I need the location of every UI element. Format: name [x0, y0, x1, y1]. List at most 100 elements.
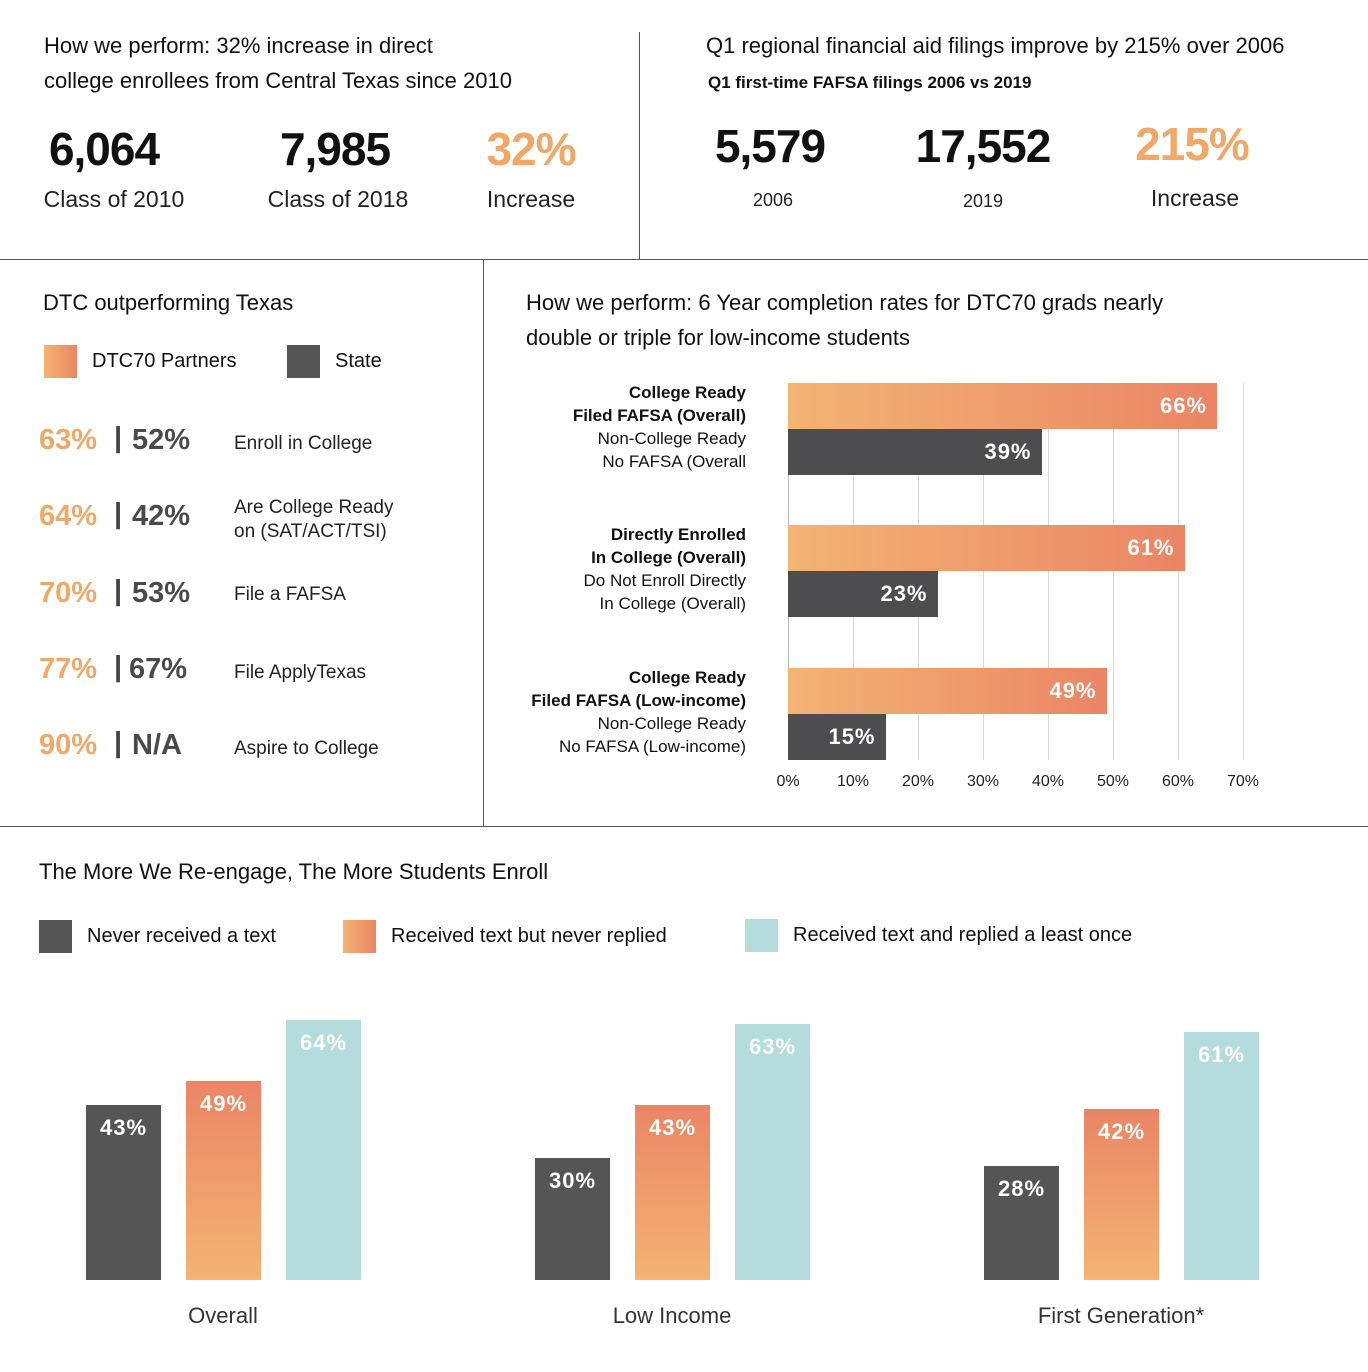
y-tick-label-line: Filed FAFSA (Low-income): [531, 691, 746, 710]
data-label: 23%: [880, 581, 928, 606]
data-label: 61%: [1127, 535, 1175, 560]
y-tick-label-line: No FAFSA (Low-income): [558, 737, 746, 756]
dtc-row-label-line-1: Are College Ready: [234, 497, 394, 518]
y-tick-label-line: In College (Overall): [599, 594, 746, 613]
bar: 49%: [186, 1081, 261, 1280]
bar: 64%: [286, 1020, 361, 1280]
x-tick-label: 20%: [901, 773, 935, 790]
x-tick-label: 10%: [836, 773, 870, 790]
y-tick-label-line: In College (Overall): [591, 548, 746, 567]
y-tick-label-line: Do Not Enroll Directly: [583, 571, 747, 590]
completion-heading-line-1: How we perform: 6 Year completion rates …: [526, 290, 1164, 315]
dtc-row-label: File a FAFSA: [234, 584, 346, 605]
state-value: 42%: [132, 500, 191, 532]
state-value: N/A: [132, 729, 182, 761]
bar: 39%: [788, 429, 1042, 475]
dtc-row-label: Are College Ready on (SAT/ACT/TSI): [234, 496, 393, 544]
completion-bar-chart: 0% 10% 20% 30% 40% 50% 60% 70% 66% College Ready F…: [446, 383, 1260, 790]
y-tick-label: Do Not Enroll Directly In College (Overal…: [446, 569, 747, 615]
state-value: 67%: [129, 653, 188, 685]
bar: 66%: [788, 383, 1217, 429]
divider-middle-horizontal: [0, 826, 1368, 827]
bar: 42%: [1084, 1109, 1159, 1280]
y-tick-label: Directly Enrolled In College (Overall): [446, 523, 746, 569]
y-tick-label-line: No FAFSA (Overall: [602, 452, 746, 471]
x-tick-label: 30%: [966, 773, 1000, 790]
state-value: 52%: [132, 424, 191, 456]
bar: 30%: [535, 1158, 610, 1280]
divider-top-horizontal: [0, 259, 1368, 260]
stat-label-enrollee-increase: Increase: [486, 186, 576, 212]
state-value: 53%: [132, 577, 191, 609]
divider-top-vertical: [639, 32, 640, 259]
stat-label-class-2010: Class of 2010: [43, 186, 185, 212]
bar: 23%: [788, 571, 938, 617]
data-label: 43%: [648, 1115, 697, 1141]
bar: 43%: [86, 1105, 161, 1280]
gridline: [1048, 383, 1049, 760]
comparison-separator: |: [114, 727, 123, 759]
completion-heading-line-2: double or triple for low-income students: [526, 325, 910, 350]
stat-label-fafsa-2006: 2006: [752, 190, 794, 210]
stat-label-fafsa-increase: Increase: [1150, 185, 1240, 211]
fafsa-heading: Q1 regional financial aid filings improv…: [706, 33, 1285, 58]
gridline: [983, 383, 984, 760]
comparison-separator: |: [114, 498, 123, 530]
y-tick-label-line: Directly Enrolled: [610, 525, 746, 544]
stat-value-fafsa-2019: 17,552: [915, 120, 1052, 172]
data-label: 28%: [997, 1176, 1046, 1202]
gridline: [1178, 383, 1179, 760]
x-tick-label: 50%: [1096, 773, 1130, 790]
x-tick-label: 60%: [1161, 773, 1195, 790]
legend-label-never-texted: Never received a text: [87, 925, 276, 947]
dtc-heading: DTC outperforming Texas: [43, 290, 294, 315]
enrollees-heading-line-2: college enrollees from Central Texas sin…: [44, 68, 512, 93]
dtc-row-label-line-2: on (SAT/ACT/TSI): [234, 521, 387, 542]
completion-heading: How we perform: 6 Year completion rates …: [526, 285, 1346, 355]
stat-value-fafsa-increase: 215%: [1135, 118, 1250, 170]
legend-swatch-never-replied: [343, 920, 376, 953]
x-tick-label: 0%: [776, 773, 800, 790]
legend-swatch-never-texted: [39, 920, 72, 953]
dtc-row-label: File ApplyTexas: [234, 662, 367, 683]
comparison-separator: |: [114, 422, 123, 454]
legend-label-dtc70: DTC70 Partners: [92, 350, 237, 372]
bar: 15%: [788, 714, 886, 760]
x-tick-label: First Generation*: [1037, 1303, 1205, 1328]
y-tick-label: Non-College Ready No FAFSA (Low-income): [446, 712, 746, 758]
bar: 43%: [635, 1105, 710, 1280]
y-tick-label: College Ready Filed FAFSA (Low-income): [446, 666, 746, 712]
bar: 63%: [735, 1024, 810, 1280]
x-tick-label: Low Income: [612, 1303, 732, 1328]
legend-label-state: State: [335, 350, 382, 372]
x-tick-label: 40%: [1031, 773, 1065, 790]
bar: 28%: [984, 1166, 1059, 1280]
dtc-value: 90%: [39, 729, 98, 761]
dtc-row-label: Enroll in College: [234, 433, 373, 454]
gridline: [1243, 383, 1244, 760]
x-tick-label: Overall: [188, 1303, 258, 1328]
stat-label-class-2018: Class of 2018: [267, 186, 409, 212]
dtc-value: 63%: [39, 424, 98, 456]
y-tick-label-line: Filed FAFSA (Overall): [572, 406, 746, 425]
bar: 61%: [1184, 1032, 1259, 1280]
legend-label-replied: Received text and replied a least once: [793, 924, 1133, 946]
fafsa-subheading: Q1 first-time FAFSA filings 2006 vs 2019: [708, 73, 1032, 92]
y-tick-label-line: College Ready: [628, 383, 746, 402]
reengage-heading: The More We Re-engage, The More Students…: [39, 859, 549, 884]
dtc-row-label: Aspire to College: [234, 738, 379, 759]
comparison-separator: |: [114, 651, 123, 683]
stat-label-fafsa-2019: 2019: [962, 191, 1004, 211]
divider-middle-vertical: [483, 260, 484, 826]
legend-swatch-dtc70: [44, 345, 77, 378]
stat-value-fafsa-2006: 5,579: [714, 120, 826, 172]
comparison-separator: |: [114, 575, 123, 607]
bar: 49%: [788, 668, 1107, 714]
dtc-value: 70%: [39, 577, 98, 609]
data-label: 49%: [199, 1091, 248, 1117]
data-label: 15%: [828, 724, 876, 749]
data-label: 63%: [748, 1034, 797, 1060]
x-tick-label: 70%: [1226, 773, 1260, 790]
stat-value-class-2018: 7,985: [279, 123, 391, 175]
